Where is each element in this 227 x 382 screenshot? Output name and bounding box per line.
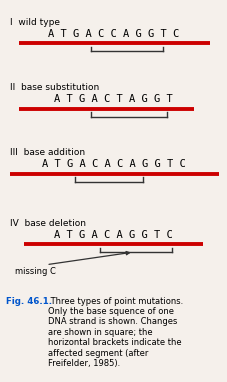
Text: IV  base deletion: IV base deletion — [10, 219, 86, 228]
Text: A T G A C A C A G G T C: A T G A C A C A G G T C — [42, 159, 185, 169]
Text: A T G A C C A G G T C: A T G A C C A G G T C — [48, 29, 179, 39]
Text: Fig. 46.1.: Fig. 46.1. — [6, 296, 52, 306]
Text: A T G A C T A G G T: A T G A C T A G G T — [54, 94, 173, 104]
Text: missing C: missing C — [15, 267, 56, 276]
Text: II  base substitution: II base substitution — [10, 83, 100, 92]
Text: A T G A C A G G T C: A T G A C A G G T C — [54, 230, 173, 240]
Text: Three types of point mutations.
Only the base squence of one
DNA strand is shown: Three types of point mutations. Only the… — [49, 296, 184, 368]
Text: III  base addition: III base addition — [10, 148, 86, 157]
Text: I  wild type: I wild type — [10, 18, 60, 27]
